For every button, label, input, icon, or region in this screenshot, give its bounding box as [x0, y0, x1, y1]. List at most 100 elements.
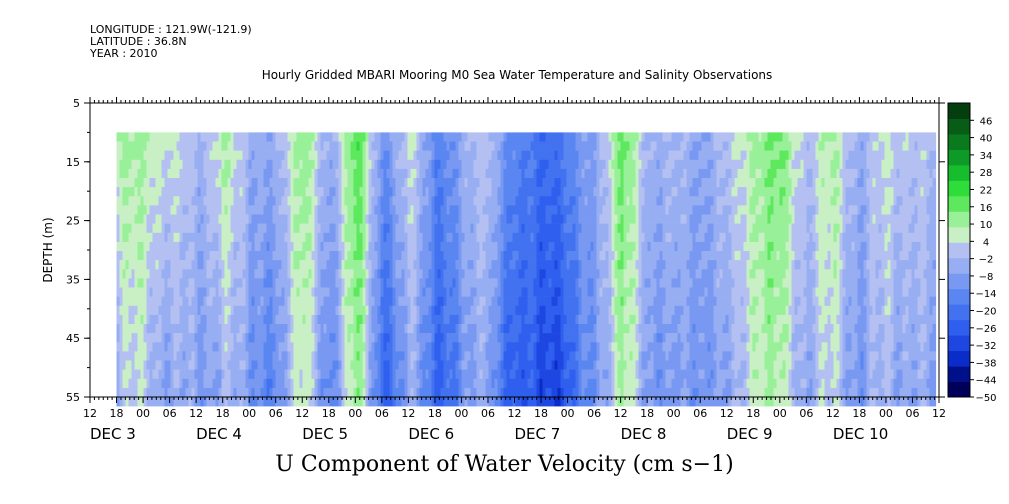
heatmap-cell	[383, 196, 388, 206]
heatmap-cell	[296, 232, 301, 243]
heatmap-cell	[308, 187, 313, 197]
heatmap-cell	[173, 205, 178, 215]
heatmap-cell	[446, 241, 451, 252]
heatmap-cell	[566, 342, 571, 352]
heatmap-cell	[590, 141, 595, 151]
heatmap-cell	[167, 260, 172, 270]
heatmap-cell	[533, 187, 538, 197]
heatmap-cell	[272, 150, 277, 160]
heatmap-cell	[401, 314, 406, 325]
heatmap-cell	[296, 324, 301, 334]
heatmap-cell	[305, 159, 310, 170]
heatmap-cell	[149, 333, 154, 343]
heatmap-cell	[149, 369, 154, 379]
heatmap-cell	[188, 287, 193, 297]
heatmap-cell	[428, 159, 433, 170]
heatmap-cell	[503, 351, 508, 361]
heatmap-cell	[377, 214, 382, 224]
heatmap-cell	[137, 324, 142, 334]
heatmap-cell	[581, 333, 586, 343]
heatmap-cell	[128, 369, 133, 379]
heatmap-cell	[128, 296, 133, 306]
heatmap-cell	[497, 223, 502, 233]
heatmap-cell	[587, 260, 592, 270]
heatmap-cell	[371, 397, 376, 407]
heatmap-cell	[575, 314, 580, 325]
heatmap-cell	[398, 324, 403, 334]
heatmap-cell	[176, 378, 181, 389]
heatmap-cell	[254, 205, 259, 215]
heatmap-cell	[491, 287, 496, 297]
heatmap-cell	[545, 251, 550, 261]
heatmap-cell	[545, 324, 550, 334]
heatmap-cell	[164, 324, 169, 334]
heatmap-cell	[482, 132, 487, 142]
heatmap-cell	[158, 241, 163, 252]
heatmap-cell	[434, 269, 439, 279]
heatmap-cell	[461, 324, 466, 334]
heatmap-cell	[488, 351, 493, 361]
heatmap-cell	[335, 141, 340, 151]
heatmap-cell	[542, 305, 547, 316]
heatmap-cell	[557, 369, 562, 379]
heatmap-cell	[170, 141, 175, 151]
heatmap-cell	[524, 351, 529, 361]
heatmap-cell	[422, 333, 427, 343]
heatmap-cell	[389, 269, 394, 279]
heatmap-cell	[260, 205, 265, 215]
heatmap-cell	[476, 305, 481, 316]
heatmap-cell	[254, 223, 259, 233]
heatmap-cell	[593, 387, 598, 398]
heatmap-cell	[590, 305, 595, 316]
heatmap-cell	[317, 251, 322, 261]
heatmap-cell	[419, 287, 424, 297]
heatmap-cell	[482, 214, 487, 224]
heatmap-cell	[215, 378, 220, 389]
heatmap-cell	[557, 168, 562, 179]
heatmap-cell	[191, 397, 196, 407]
heatmap-cell	[356, 241, 361, 252]
heatmap-cell	[212, 378, 217, 389]
heatmap-cell	[323, 333, 328, 343]
heatmap-cell	[443, 369, 448, 379]
heatmap-cell	[533, 342, 538, 352]
heatmap-cell	[182, 196, 187, 206]
heatmap-cell	[566, 159, 571, 170]
heatmap-cell	[134, 232, 139, 243]
heatmap-cell	[401, 342, 406, 352]
heatmap-cell	[458, 196, 463, 206]
heatmap-cell	[521, 241, 526, 252]
heatmap-cell	[509, 360, 514, 370]
heatmap-cell	[416, 132, 421, 142]
heatmap-cell	[584, 150, 589, 160]
heatmap-cell	[530, 314, 535, 325]
heatmap-cell	[284, 333, 289, 343]
heatmap-cell	[539, 168, 544, 179]
heatmap-cell	[506, 232, 511, 243]
heatmap-cell	[401, 232, 406, 243]
heatmap-cell	[212, 178, 217, 188]
heatmap-cell	[485, 141, 490, 151]
heatmap-cell	[566, 296, 571, 306]
heatmap-cell	[365, 378, 370, 389]
heatmap-cell	[392, 269, 397, 279]
heatmap-cell	[362, 159, 367, 170]
heatmap-cell	[482, 178, 487, 188]
heatmap-cell	[269, 223, 274, 233]
heatmap-cell	[350, 296, 355, 306]
heatmap-cell	[413, 305, 418, 316]
heatmap-cell	[125, 232, 130, 243]
heatmap-cell	[305, 260, 310, 270]
heatmap-cell	[152, 324, 157, 334]
heatmap-cell	[323, 369, 328, 379]
heatmap-cell	[566, 132, 571, 142]
heatmap-cell	[341, 387, 346, 398]
heatmap-cell	[185, 223, 190, 233]
heatmap-cell	[572, 296, 577, 306]
heatmap-cell	[431, 214, 436, 224]
heatmap-cell	[140, 150, 145, 160]
heatmap-cell	[386, 397, 391, 407]
heatmap-cell	[203, 369, 208, 379]
heatmap-cell	[116, 150, 121, 160]
heatmap-cell	[269, 296, 274, 306]
